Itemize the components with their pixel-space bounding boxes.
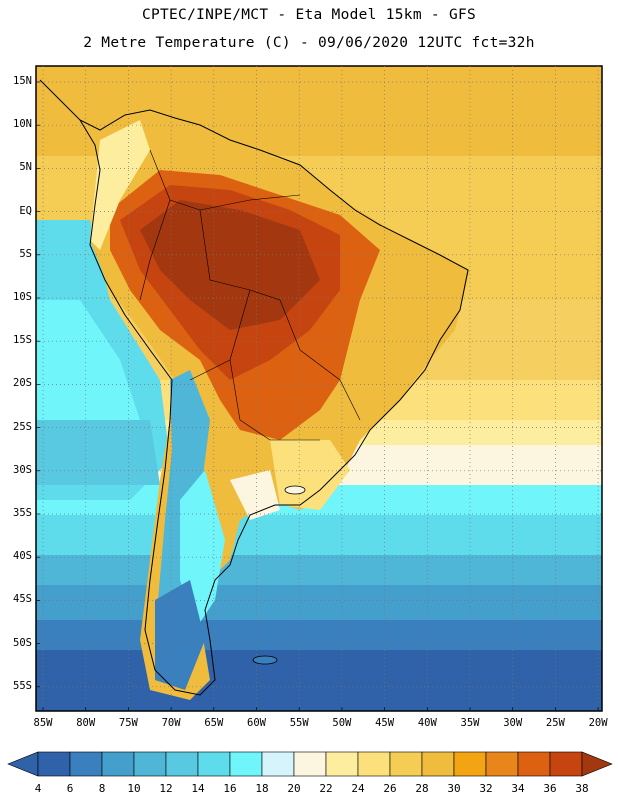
coastline [39, 79, 469, 696]
lon-label: 55W [289, 717, 309, 729]
lat-label: 10N [13, 118, 32, 131]
colorbar-label: 26 [383, 782, 397, 795]
colorbar-label: 38 [575, 782, 589, 795]
colorbar-label: 28 [415, 782, 429, 795]
lat-label: 45S [13, 593, 32, 606]
colorbar-segment [229, 751, 263, 777]
rio-de-la-plata [284, 485, 306, 495]
colorbar-label: 32 [479, 782, 493, 795]
colorbar-segment [357, 751, 391, 777]
lat-label: 10S [13, 291, 32, 303]
lat-label: 40S [13, 550, 32, 563]
colorbar-segment [69, 751, 103, 777]
lon-label: 70W [161, 717, 181, 729]
colorbar-segment [549, 751, 583, 777]
colorbar-label: 18 [255, 782, 269, 795]
lat-label: 50S [13, 636, 32, 649]
lon-label: 25W [545, 717, 565, 729]
colorbar-segment [453, 751, 487, 777]
map-title-line2: 2 Metre Temperature (C) - 09/06/2020 12U… [83, 35, 535, 51]
lon-label: 20W [588, 717, 608, 729]
colorbar-segment [293, 751, 327, 777]
lon-label: 35W [460, 717, 480, 729]
colorbar-label: 8 [98, 782, 106, 795]
lon-label: 80W [76, 717, 96, 729]
lat-label: 5N [19, 161, 32, 174]
colorbar-label: 6 [66, 782, 74, 795]
colorbar-segment [101, 751, 135, 777]
graticule [36, 66, 602, 711]
lat-label: 35S [13, 507, 32, 519]
map-frame-border [35, 65, 603, 712]
colorbar [7, 751, 613, 777]
lat-label: 15S [13, 334, 32, 347]
colorbar-segment [133, 751, 167, 777]
lat-label: 55S [13, 679, 32, 692]
colorbar-segment [261, 751, 295, 777]
lon-label: 30W [503, 717, 523, 729]
lon-label: 50W [332, 717, 352, 729]
colorbar-segment [325, 751, 359, 777]
colorbar-label: 10 [127, 782, 141, 795]
colorbar-label: 16 [223, 782, 237, 795]
colorbar-label: 22 [319, 782, 333, 795]
colorbar-segment [37, 751, 71, 777]
colorbar-segment [485, 751, 519, 777]
colorbar-segment [389, 751, 423, 777]
lon-label: 60W [247, 717, 266, 729]
lat-label: 20S [13, 377, 32, 390]
colorbar-label: 24 [351, 782, 365, 795]
lon-label: 75W [118, 717, 138, 729]
lon-label: 85W [33, 717, 53, 729]
map-title-line1: CPTEC/INPE/MCT - Eta Model 15km - GFS [141, 7, 477, 23]
country-borders [139, 149, 361, 441]
lat-label: 30S [13, 463, 32, 476]
colorbar-label: 20 [287, 782, 301, 795]
lat-label: 15N [13, 75, 32, 87]
falkland-islands [252, 655, 278, 665]
lon-label: 45W [375, 717, 395, 729]
colorbar-label: 4 [34, 782, 42, 795]
colorbar-right-arrow [581, 751, 613, 777]
colorbar-segment [197, 751, 231, 777]
lon-label: 40W [417, 717, 437, 729]
colorbar-label: 36 [543, 782, 557, 795]
colorbar-label: 34 [511, 782, 525, 795]
lat-label: EQ [19, 204, 32, 217]
temperature-field [36, 66, 602, 711]
colorbar-label: 14 [191, 782, 205, 795]
colorbar-left-arrow [7, 751, 39, 777]
lat-label: 25S [13, 420, 32, 433]
colorbar-segment [517, 751, 551, 777]
lon-label: 65W [204, 717, 224, 729]
lat-label: 5S [19, 247, 32, 260]
colorbar-label: 30 [447, 782, 461, 795]
colorbar-segment [165, 751, 199, 777]
colorbar-label: 12 [159, 782, 173, 795]
colorbar-segment [421, 751, 455, 777]
